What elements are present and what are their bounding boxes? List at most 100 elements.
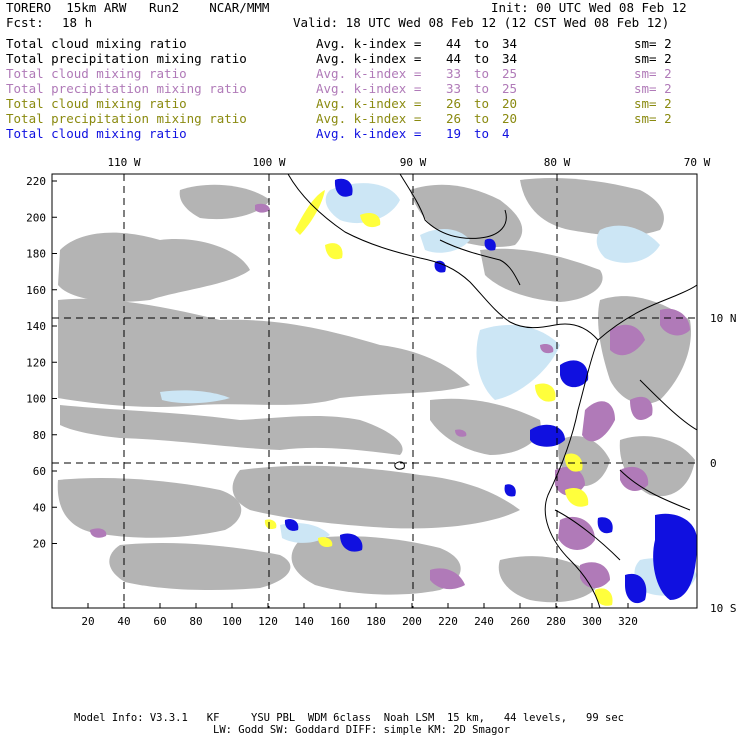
field-blob <box>596 225 660 263</box>
k-index-to: 34 <box>502 36 518 51</box>
field-blob <box>504 484 516 497</box>
graticule <box>52 174 697 608</box>
field-blob <box>57 478 242 538</box>
smoothing-value: sm= 2 <box>634 81 672 96</box>
smoothing-value: sm= 2 <box>634 51 672 66</box>
field-blob <box>430 398 541 455</box>
forecast-hour: 18 h <box>62 15 93 30</box>
coastlines <box>287 174 697 608</box>
y-grid-label: 40 <box>33 501 46 514</box>
k-index-to: 20 <box>502 111 518 126</box>
k-index-from: 26 <box>446 111 462 126</box>
field-blob <box>291 536 461 595</box>
y-grid-label: 140 <box>26 320 46 333</box>
cloud-field-deep-blue <box>284 178 697 604</box>
y-grid-label: 160 <box>26 284 46 297</box>
field-blob <box>318 537 333 548</box>
k-index-label: Avg. k-index = <box>316 96 422 111</box>
k-index-label: Avg. k-index = <box>316 66 422 81</box>
k-index-label: Avg. k-index = <box>316 51 422 66</box>
k-index-to-word: to <box>474 111 490 126</box>
k-index-to: 34 <box>502 51 518 66</box>
longitude-label: 100 W <box>252 156 285 169</box>
x-grid-label: 20 <box>81 615 94 628</box>
x-grid-label: 300 <box>582 615 602 628</box>
x-grid-label: 180 <box>366 615 386 628</box>
forecast-map: 110 W 100 W 90 W 80 W 70 W 10 N 0 10 S 220 200 1… <box>26 156 737 628</box>
field-name: Total cloud mixing ratio <box>6 126 187 141</box>
k-index-to-word: to <box>474 66 490 81</box>
k-index-to-word: to <box>474 36 490 51</box>
x-grid-label: 160 <box>330 615 350 628</box>
field-blob <box>109 543 291 590</box>
k-index-to-word: to <box>474 126 490 141</box>
latitude-labels: 10 N 0 10 S <box>710 312 737 615</box>
field-blob <box>340 533 363 552</box>
smoothing-value: sm= 2 <box>634 36 672 51</box>
smoothing-value: sm= 2 <box>634 111 672 126</box>
run-title: TORERO 15km ARW Run2 NCAR/MMM <box>6 0 270 15</box>
k-index-to: 4 <box>502 126 510 141</box>
field-name: Total precipitation mixing ratio <box>6 81 247 96</box>
field-name: Total precipitation mixing ratio <box>6 51 247 66</box>
field-blob <box>58 232 250 302</box>
latitude-label: 10 N <box>710 312 737 325</box>
k-index-to: 20 <box>502 96 518 111</box>
field-blob <box>160 390 230 404</box>
field-blob <box>558 516 595 550</box>
model-info-line2: LW: Godd SW: Goddard DIFF: simple KM: 2D… <box>213 724 511 736</box>
x-grid-label: 320 <box>618 615 638 628</box>
x-grid-label: 260 <box>510 615 530 628</box>
field-blob <box>60 405 403 455</box>
field-blob <box>410 184 523 248</box>
longitude-label: 80 W <box>544 156 571 169</box>
valid-time: Valid: 18 UTC Wed 08 Feb 12 (12 CST Wed … <box>293 15 670 30</box>
x-grid-label: 280 <box>546 615 566 628</box>
longitude-label: 110 W <box>107 156 140 169</box>
k-index-from: 33 <box>446 66 462 81</box>
cloud-field-gray <box>57 178 695 603</box>
x-grid-label: 40 <box>117 615 130 628</box>
field-blob <box>484 238 496 251</box>
field-blob <box>455 429 467 437</box>
longitude-label: 70 W <box>684 156 711 169</box>
field-blob <box>620 466 649 492</box>
k-index-label: Avg. k-index = <box>316 126 422 141</box>
y-grid-label: 120 <box>26 356 46 369</box>
forecast-label: Fcst: <box>6 15 44 30</box>
field-name: Total cloud mixing ratio <box>6 36 187 51</box>
field-blob <box>594 588 613 606</box>
field-name: Total precipitation mixing ratio <box>6 111 247 126</box>
x-grid-label: 80 <box>189 615 202 628</box>
field-blob <box>660 308 690 336</box>
k-index-to-word: to <box>474 96 490 111</box>
y-grid-label: 220 <box>26 175 46 188</box>
latitude-label: 10 S <box>710 602 737 615</box>
field-blob <box>420 228 470 253</box>
x-grid-label: 240 <box>474 615 494 628</box>
field-blob <box>653 513 697 600</box>
field-blob <box>264 519 277 530</box>
longitude-labels: 110 W 100 W 90 W 80 W 70 W <box>107 156 710 169</box>
axis-ticks <box>52 180 629 608</box>
smoothing-value: sm= 2 <box>634 66 672 81</box>
x-grid-label: 200 <box>402 615 422 628</box>
field-blob <box>535 383 556 402</box>
field-blob <box>90 528 107 538</box>
x-grid-label: 220 <box>438 615 458 628</box>
field-name: Total cloud mixing ratio <box>6 66 187 81</box>
y-grid-labels: 220 200 180 160 140 120 100 80 60 40 20 <box>26 175 46 551</box>
field-blob <box>530 424 565 447</box>
k-index-label: Avg. k-index = <box>316 36 422 51</box>
map-frame <box>51 173 698 609</box>
latitude-label: 0 <box>710 457 717 470</box>
k-index-from: 44 <box>446 51 462 66</box>
field-blob <box>284 519 299 531</box>
field-blob <box>540 343 554 354</box>
x-grid-label: 100 <box>222 615 242 628</box>
field-blob <box>434 260 446 273</box>
field-blob <box>630 396 653 420</box>
smoothing-value: sm= 2 <box>634 96 672 111</box>
field-blob <box>476 325 560 400</box>
field-blob <box>232 465 520 529</box>
